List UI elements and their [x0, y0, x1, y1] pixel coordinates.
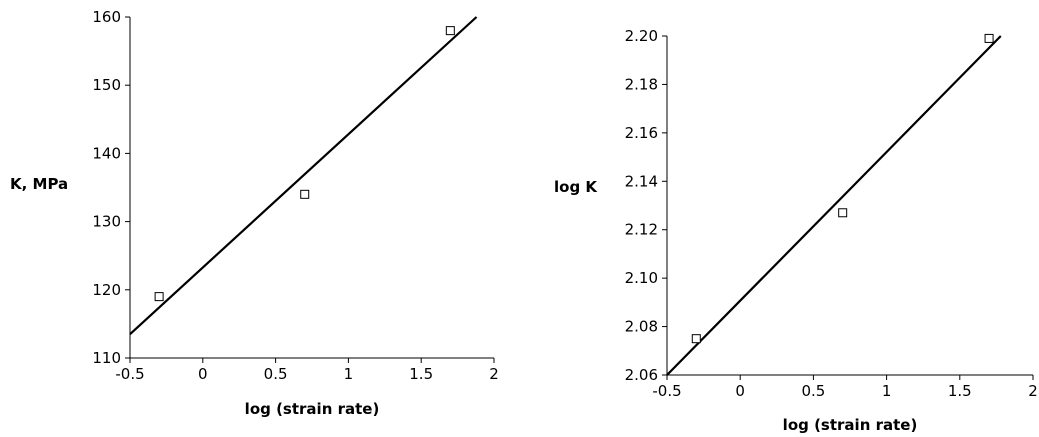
y-tick-label: 2.20 [625, 27, 658, 45]
x-tick-label: 0.5 [264, 365, 288, 383]
data-point-marker [839, 209, 847, 217]
data-point-marker [446, 27, 454, 35]
y-axis-title: log K [554, 178, 598, 196]
y-tick-label: 2.14 [625, 172, 658, 190]
y-tick-label: 150 [92, 76, 121, 94]
x-tick-label: 1 [344, 365, 354, 383]
y-tick-label: 130 [92, 213, 121, 231]
data-point-marker [301, 190, 309, 198]
fit-line [130, 17, 477, 334]
y-tick-label: 2.18 [625, 75, 658, 93]
y-tick-label: 2.12 [625, 221, 658, 239]
data-point-marker [692, 335, 700, 343]
x-tick-label: -0.5 [652, 382, 681, 400]
y-tick-label: 2.16 [625, 124, 658, 142]
x-tick-label: 0 [198, 365, 208, 383]
x-axis-title: log (strain rate) [783, 416, 918, 434]
x-tick-label: 0 [735, 382, 745, 400]
x-tick-label: 1.5 [948, 382, 972, 400]
x-tick-label: -0.5 [115, 365, 144, 383]
y-axis-title: K, MPa [10, 175, 68, 193]
x-tick-label: 2 [489, 365, 499, 383]
data-point-marker [155, 293, 163, 301]
x-axis-title: log (strain rate) [245, 400, 380, 418]
data-point-marker [985, 34, 993, 42]
y-tick-label: 160 [92, 8, 121, 26]
y-tick-label: 2.10 [625, 269, 658, 287]
x-tick-label: 1.5 [409, 365, 433, 383]
x-tick-label: 2 [1028, 382, 1038, 400]
fit-line [667, 36, 1001, 375]
x-tick-label: 1 [882, 382, 892, 400]
chart-log-k-vs-log-strain-rate: 2.062.082.102.122.142.162.182.20-0.5 0 0.5… [554, 27, 1038, 434]
y-tick-label: 120 [92, 281, 121, 299]
x-tick-label: 0.5 [801, 382, 825, 400]
y-tick-label: 140 [92, 144, 121, 162]
y-tick-label: 2.08 [625, 318, 658, 336]
